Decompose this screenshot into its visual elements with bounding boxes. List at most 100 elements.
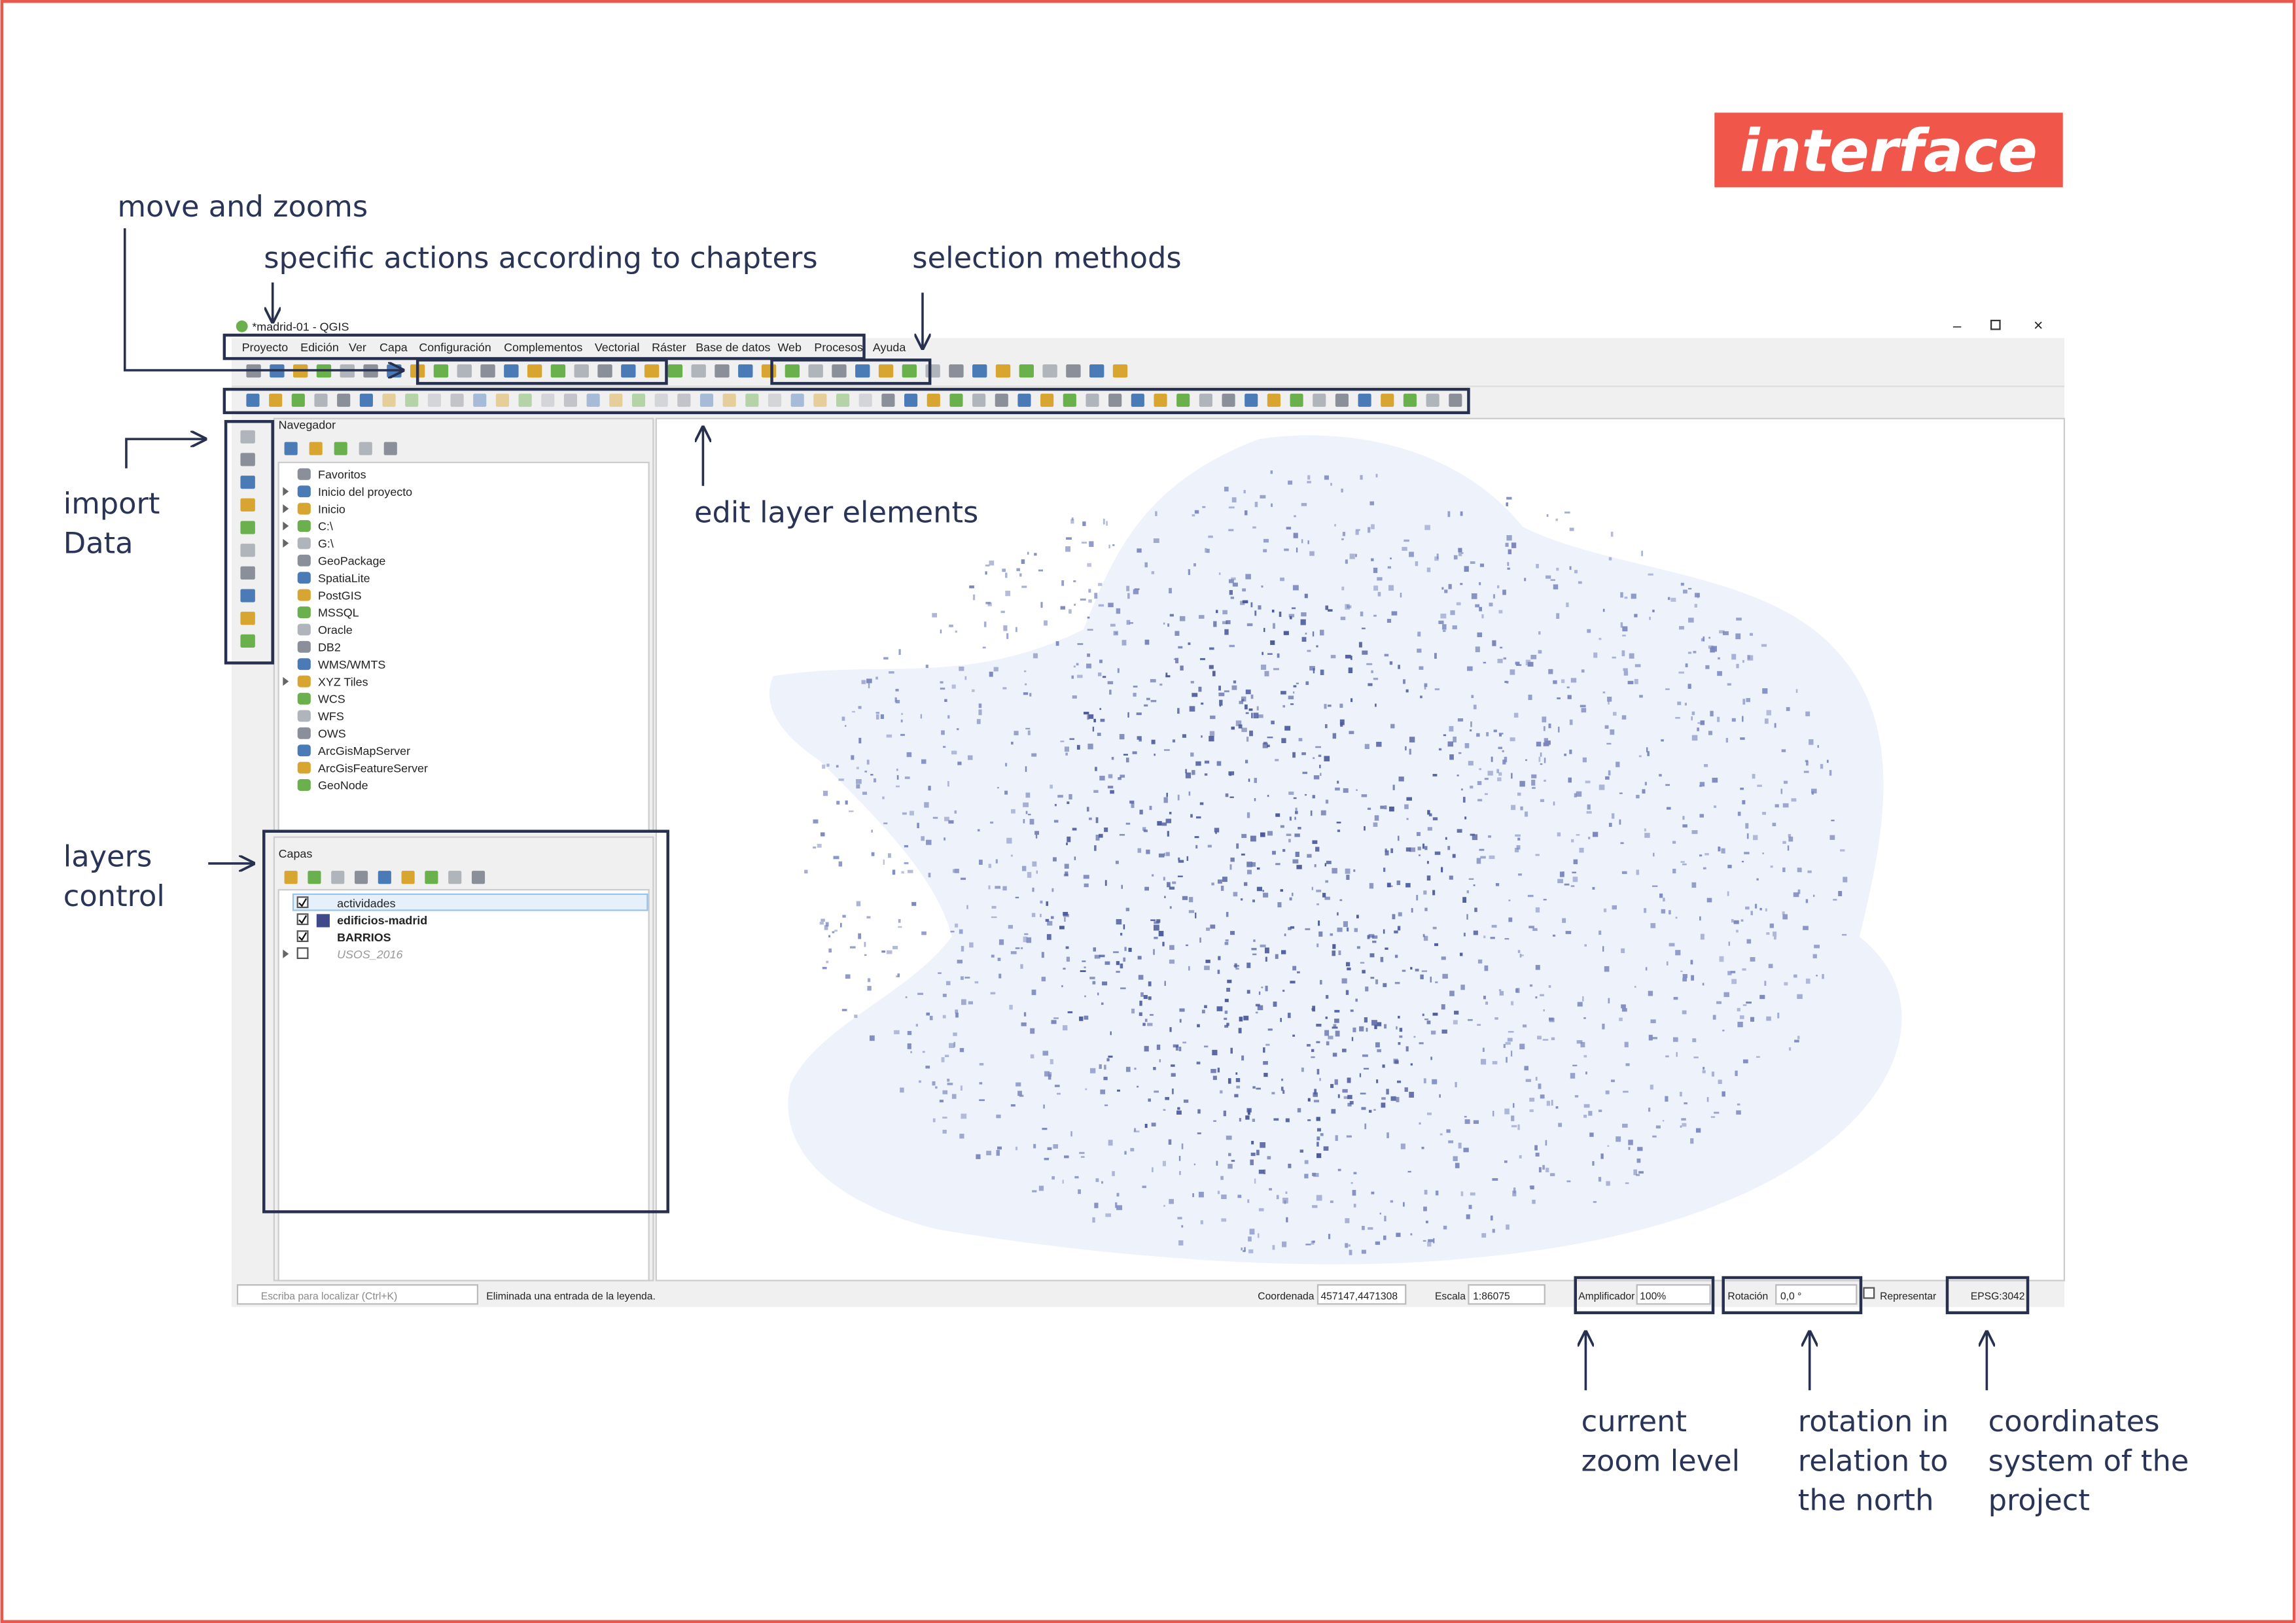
tool-icon[interactable] — [1017, 393, 1031, 407]
menu-item[interactable]: Ráster — [652, 341, 686, 354]
menu-item[interactable]: Complementos — [504, 341, 582, 354]
tool-icon[interactable] — [836, 393, 850, 407]
browser-item[interactable]: Inicio del proyecto — [318, 485, 412, 498]
scale-box[interactable] — [1468, 1284, 1545, 1305]
tool-icon[interactable] — [240, 634, 255, 648]
tool-icon[interactable] — [855, 364, 870, 378]
layer-item[interactable]: BARRIOS — [337, 931, 391, 944]
browser-item[interactable]: C:\ — [318, 520, 333, 533]
tool-icon[interactable] — [1267, 393, 1280, 407]
tool-icon[interactable] — [541, 393, 555, 407]
tool-icon[interactable] — [654, 393, 668, 407]
tool-icon[interactable] — [240, 589, 255, 602]
tool-icon[interactable] — [677, 393, 691, 407]
tool-icon[interactable] — [240, 566, 255, 580]
browser-item[interactable]: PostGIS — [318, 589, 362, 602]
tool-icon[interactable] — [621, 364, 636, 378]
tool-icon[interactable] — [1131, 393, 1144, 407]
crs[interactable]: EPSG:3042 — [1971, 1291, 2025, 1302]
minimize[interactable]: – — [1953, 318, 1962, 334]
tool-icon[interactable] — [448, 871, 462, 884]
menu-item[interactable]: Proyecto — [242, 341, 289, 354]
tool-icon[interactable] — [1112, 364, 1128, 378]
tool-icon[interactable] — [881, 393, 895, 407]
tool-icon[interactable] — [401, 871, 415, 884]
tool-icon[interactable] — [808, 364, 823, 378]
browser-item[interactable]: ArcGisMapServer — [318, 744, 410, 758]
tool-icon[interactable] — [667, 364, 683, 378]
tool-icon[interactable] — [878, 364, 894, 378]
tool-icon[interactable] — [1403, 393, 1417, 407]
tool-icon[interactable] — [745, 393, 759, 407]
browser-item[interactable]: MSSQL — [318, 606, 359, 620]
maximize[interactable] — [1990, 319, 2001, 330]
tool-icon[interactable] — [331, 871, 345, 884]
expander[interactable] — [283, 487, 289, 496]
layer-item[interactable]: edificios-madrid — [337, 914, 427, 927]
tool-icon[interactable] — [597, 364, 612, 378]
menu-item[interactable]: Vectorial — [595, 341, 640, 354]
tool-icon[interactable] — [1449, 393, 1462, 407]
browser-item[interactable]: Inicio — [318, 502, 345, 515]
tool-icon[interactable] — [383, 442, 397, 455]
menu-item[interactable]: Edición — [300, 341, 339, 354]
tool-icon[interactable] — [334, 442, 347, 455]
tool-icon[interactable] — [1154, 393, 1167, 407]
tool-icon[interactable] — [813, 393, 827, 407]
tool-icon[interactable] — [284, 442, 298, 455]
tool-icon[interactable] — [246, 393, 260, 407]
expander[interactable] — [283, 538, 289, 548]
tool-icon[interactable] — [433, 364, 449, 378]
browser-item[interactable]: GeoNode — [318, 779, 368, 792]
tool-icon[interactable] — [1066, 364, 1081, 378]
browser-item[interactable]: G:\ — [318, 537, 334, 550]
tool-icon[interactable] — [927, 393, 940, 407]
tool-icon[interactable] — [240, 521, 255, 534]
tool-icon[interactable] — [1313, 393, 1326, 407]
tool-icon[interactable] — [1040, 393, 1054, 407]
tool-icon[interactable] — [609, 393, 623, 407]
tool-icon[interactable] — [1019, 364, 1034, 378]
expander[interactable] — [283, 504, 289, 514]
tool-icon[interactable] — [925, 364, 940, 378]
menu-item[interactable]: Base de datos — [696, 341, 770, 354]
tool-icon[interactable] — [550, 364, 566, 378]
tool-icon[interactable] — [240, 430, 255, 444]
tool-icon[interactable] — [644, 364, 660, 378]
tool-icon[interactable] — [972, 393, 986, 407]
tool-icon[interactable] — [457, 364, 472, 378]
search[interactable]: Escriba para localizar (Ctrl+K) — [261, 1291, 397, 1302]
tool-icon[interactable] — [518, 393, 532, 407]
browser-item[interactable]: OWS — [318, 727, 346, 741]
tool-icon[interactable] — [240, 612, 255, 625]
tool-icon[interactable] — [768, 393, 782, 407]
tool-icon[interactable] — [359, 393, 373, 407]
tool-icon[interactable] — [378, 871, 391, 884]
rotation-box[interactable] — [1775, 1284, 1858, 1305]
layer-item[interactable]: USOS_2016 — [337, 948, 402, 961]
tool-icon[interactable] — [527, 364, 542, 378]
tool-icon[interactable] — [761, 364, 777, 378]
tool-icon[interactable] — [858, 393, 872, 407]
tool-icon[interactable] — [314, 393, 328, 407]
tool-icon[interactable] — [240, 498, 255, 512]
tool-icon[interactable] — [631, 393, 646, 407]
tool-icon[interactable] — [691, 364, 706, 378]
expander[interactable] — [283, 949, 289, 958]
tool-icon[interactable] — [240, 476, 255, 489]
tool-icon[interactable] — [699, 393, 714, 407]
tool-icon[interactable] — [1042, 364, 1057, 378]
tool-icon[interactable] — [240, 453, 255, 466]
menu-item[interactable]: Procesos — [814, 341, 863, 354]
tool-icon[interactable] — [722, 393, 736, 407]
tool-icon[interactable] — [949, 364, 964, 378]
tool-icon[interactable] — [1176, 393, 1190, 407]
menu-item[interactable]: Capa — [380, 341, 408, 354]
tool-icon[interactable] — [405, 393, 419, 407]
tool-icon[interactable] — [1108, 393, 1122, 407]
browser-item[interactable]: WCS — [318, 693, 345, 706]
magnifier-box[interactable] — [1636, 1284, 1711, 1305]
tool-icon[interactable] — [1358, 393, 1371, 407]
tool-icon[interactable] — [1063, 393, 1076, 407]
tool-icon[interactable] — [1199, 393, 1212, 407]
